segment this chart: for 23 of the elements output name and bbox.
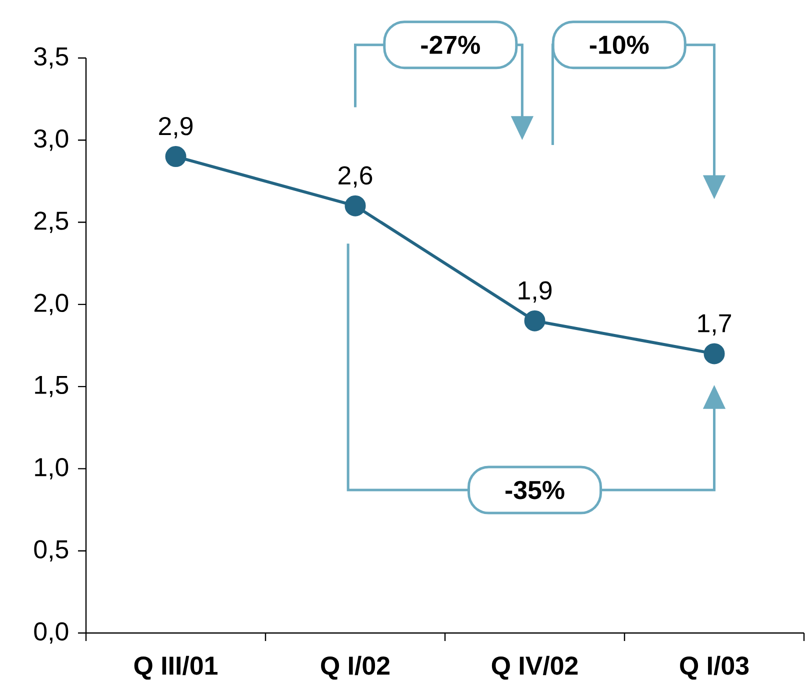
x-tick-label: Q I/02 [321,656,390,680]
y-tick-label: 2,0 [34,294,68,316]
y-tick-label: 1,0 [35,458,68,480]
y-tick-label: 2,5 [34,212,68,233]
y-tick-label: 0,5 [34,540,68,562]
data-label: 2,6 [338,166,372,188]
point [704,343,725,364]
point [344,195,366,216]
y-tick-label: 3,5 [34,47,68,69]
data-label: 1,9 [518,281,552,303]
annotation: -35% [506,480,564,500]
y-tick-label: 0,0 [34,622,68,644]
point [524,310,546,332]
x-tick-label: Q IV/02 [492,656,578,680]
text: -27% [421,36,480,54]
data-label: 2,9 [159,116,193,138]
data-label: 1,7 [698,314,731,336]
y-tick-label: 1,5 [35,376,68,398]
y-tick-label: 3,0 [34,129,68,151]
x-tick-label: Q III/01 [134,656,218,680]
point [165,146,186,168]
text: -10% [590,36,649,54]
x-tick-label: Q I/03 [680,656,749,680]
